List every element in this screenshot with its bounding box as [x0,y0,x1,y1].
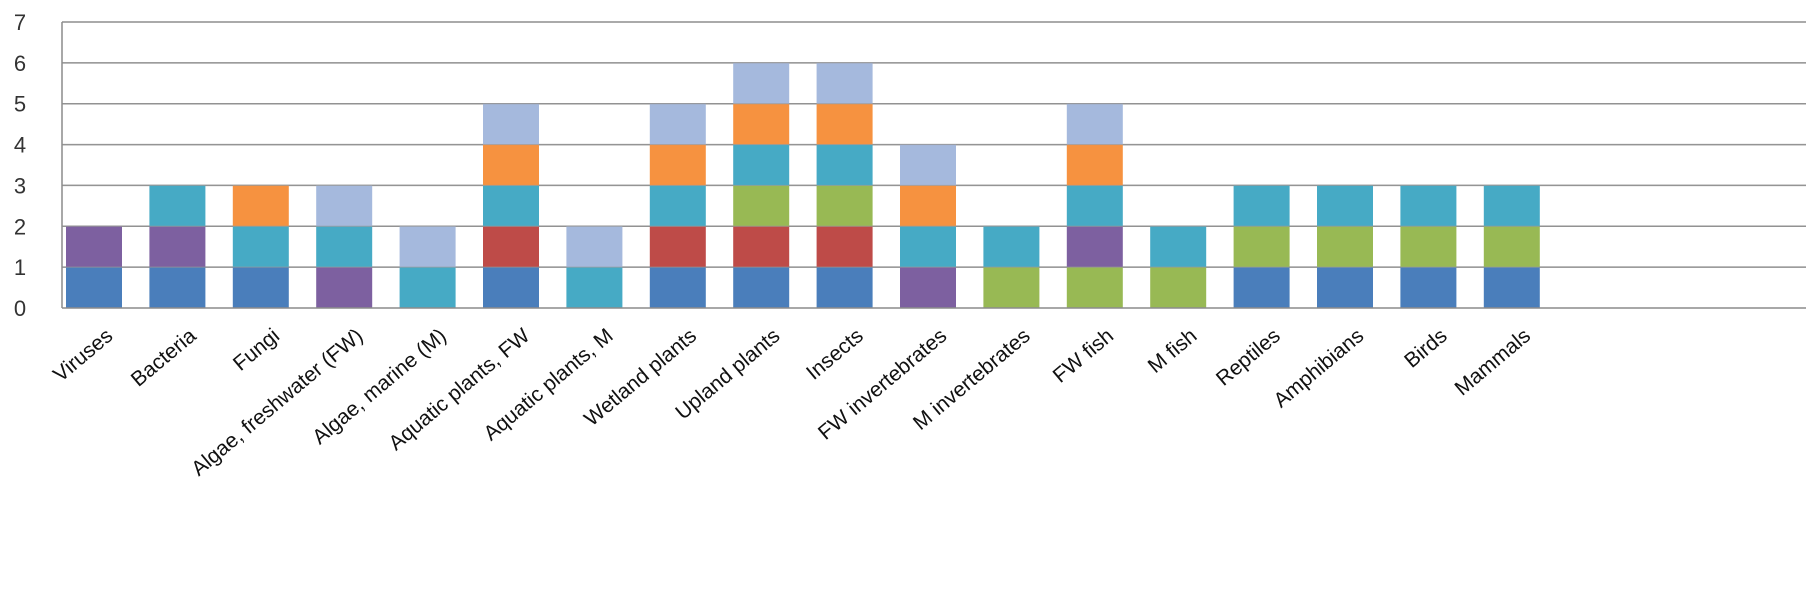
x-tick-label: Insects [802,324,868,384]
x-tick-label: Amphibians [1269,324,1368,412]
bar-segment [649,185,706,227]
y-tick-label: 3 [14,173,26,198]
bar-segment [1233,185,1290,227]
bar-segment [483,226,539,268]
bar-segment [649,267,706,308]
bar-segment [483,267,539,308]
bar-segment [1400,226,1457,268]
bar-segment [1400,185,1457,227]
y-tick-label: 6 [14,51,26,76]
bar-segment [983,267,1040,308]
bar-segment [399,267,456,308]
x-tick-label: M fish [1144,324,1202,378]
bar-segment [900,144,956,186]
x-tick-label: Algae, freshwater (FW) [187,324,367,480]
bars [62,21,1806,308]
y-tick-label: 0 [14,296,26,321]
bar-segment [816,185,873,227]
bar-segment [1317,226,1373,268]
bar-segment [66,226,122,268]
bar-segment [816,267,873,308]
bar-segment [733,267,790,308]
bar-segment [1400,267,1457,308]
bar-segment [1066,267,1123,308]
bar-segment [483,103,539,145]
bar-segment [1066,185,1123,227]
bar-segment [1233,267,1290,308]
bar-segment [149,267,206,308]
y-tick-label: 2 [14,214,26,239]
bar-segment [816,103,873,145]
x-tick-label: Birds [1400,324,1451,372]
bar-segment [483,144,539,186]
bar-segment [816,226,873,268]
bar-segment [816,62,873,104]
x-tick-label: Mammals [1451,324,1536,400]
x-tick-label: FW fish [1049,324,1118,387]
bar-segment [232,226,289,268]
bar-segment [1317,267,1373,308]
x-tick-label: Aquatic plants, FW [384,324,534,455]
bar-segment [1150,226,1207,268]
bar-segment [900,226,956,268]
bar-segment [232,267,289,308]
bar-segment [733,185,790,227]
bar-segment [1150,267,1207,308]
bar-segment [149,226,206,268]
bar-segment [900,267,956,308]
y-tick-label: 5 [14,92,26,117]
bar-segment [1066,103,1123,145]
bar-segment [733,103,790,145]
x-tick-label: Fungi [229,324,284,375]
bar-segment [733,144,790,186]
x-tick-label: Reptiles [1212,324,1285,390]
y-tick-label: 1 [14,255,26,280]
bar-segment [733,226,790,268]
bar-segment [483,185,539,227]
bar-segment [649,226,706,268]
bar-segment [399,226,456,268]
bar-segment [149,185,206,227]
bar-segment [1483,267,1540,308]
y-tick-label: 7 [14,10,26,35]
bar-segment [316,267,373,308]
bar-segment [566,267,623,308]
bar-segment [316,226,373,268]
bar-segment [1317,185,1373,227]
bar-segment [733,62,790,104]
bar-segment [900,185,956,227]
x-tick-label: Viruses [49,324,117,386]
bar-segment [1066,144,1123,186]
x-tick-label: Bacteria [127,324,201,391]
bar-segment [649,144,706,186]
bar-segment [1066,226,1123,268]
bar-segment [66,267,122,308]
bar-segment [1233,226,1290,268]
bar-segment [1483,226,1540,268]
y-tick-label: 4 [14,133,26,158]
bar-segment [316,185,373,227]
bar-segment [816,144,873,186]
bar-segment [566,226,623,268]
axes [61,22,1806,309]
bar-segment [1483,185,1540,227]
bar-segment [649,103,706,145]
bar-segment [232,185,289,227]
y-tick-labels: 0 1 2 3 4 5 6 7 [14,10,26,321]
bar-segment [983,226,1040,268]
